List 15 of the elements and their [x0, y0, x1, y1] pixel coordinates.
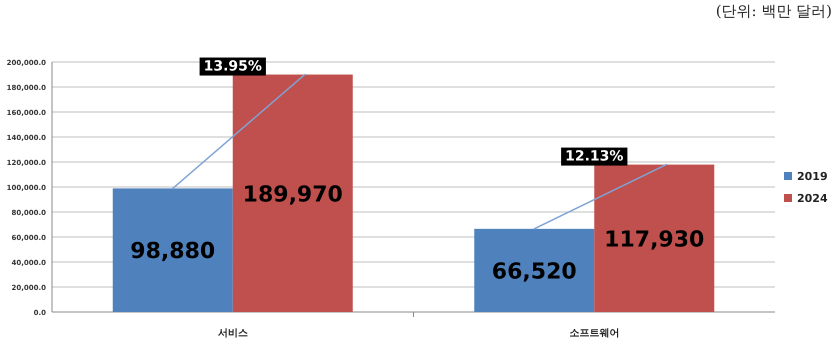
x-tick-label: 서비스: [218, 328, 248, 339]
data-label: 98,880: [130, 239, 216, 264]
text: (단위: 백만 달러): [716, 2, 832, 20]
annotation: 13.95%: [204, 58, 262, 75]
data-label: 66,520: [492, 259, 577, 284]
data-label: 117,930: [604, 227, 704, 252]
bar: [232, 74, 353, 312]
data-label: 189,970: [242, 182, 343, 208]
bar: [112, 188, 233, 312]
legend-label: 2019: [797, 170, 828, 183]
bar: [474, 228, 594, 312]
annotation: 12.13%: [565, 148, 624, 165]
legend-label: 2024: [797, 192, 828, 205]
bar: [594, 164, 714, 312]
x-tick-label: 소프트웨어: [569, 328, 620, 339]
